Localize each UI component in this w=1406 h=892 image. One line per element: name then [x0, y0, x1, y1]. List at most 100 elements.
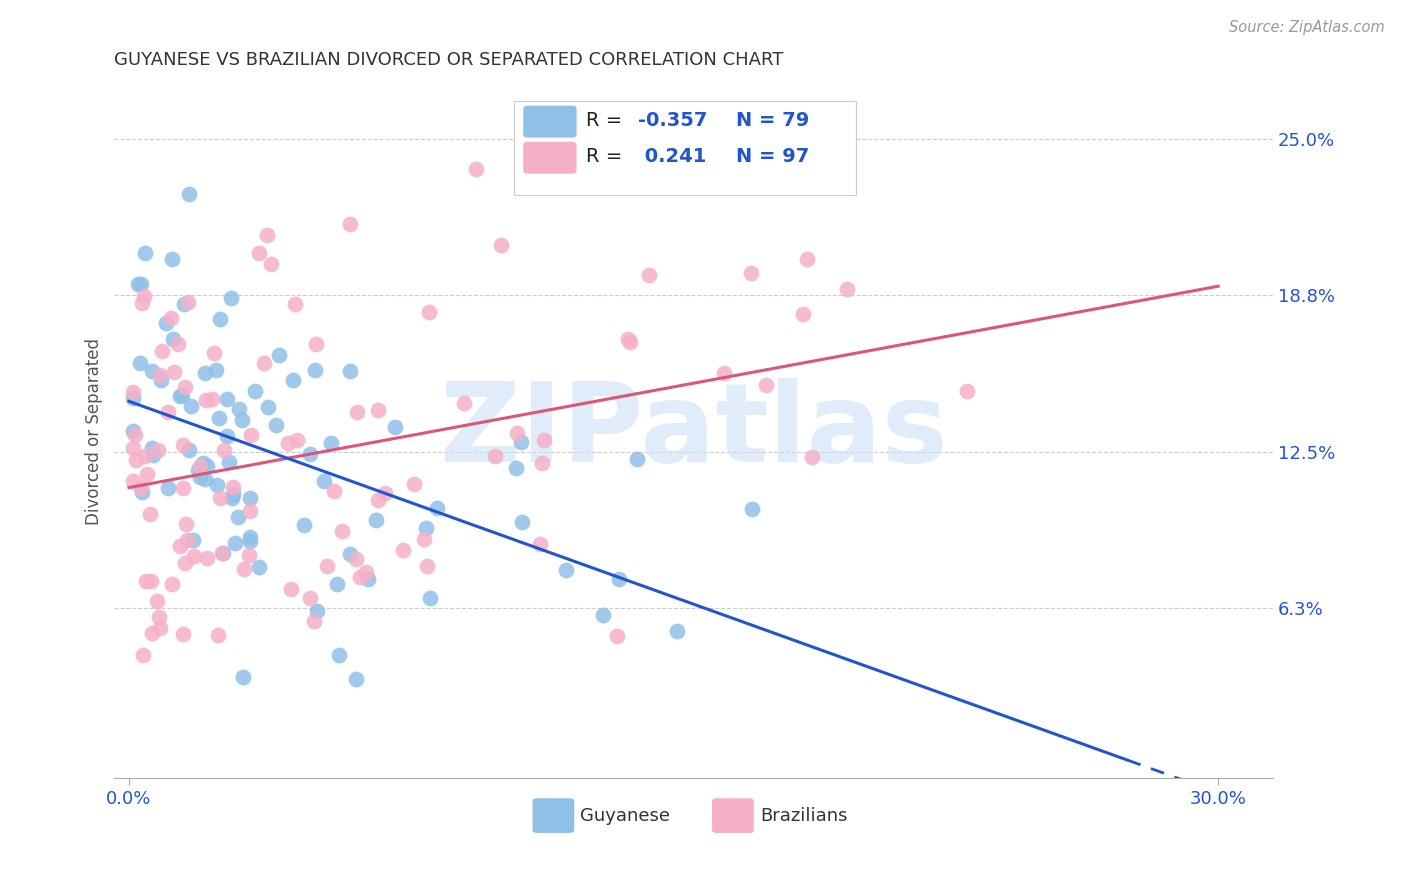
Point [304, 363, 326, 377]
Text: N = 79: N = 79 [737, 112, 810, 130]
Point [135, 574, 157, 588]
Point [339, 218, 361, 232]
Point [367, 403, 389, 417]
Point [713, 366, 735, 380]
Point [256, 228, 278, 243]
Point [305, 604, 328, 618]
Point [302, 614, 325, 628]
Point [179, 399, 201, 413]
Point [129, 355, 152, 369]
Point [174, 380, 197, 394]
Text: GUYANESE VS BRAZILIAN DIVORCED OR SEPARATED CORRELATION CHART: GUYANESE VS BRAZILIAN DIVORCED OR SEPARA… [114, 51, 783, 69]
Point [181, 533, 204, 548]
Point [129, 277, 152, 292]
Point [232, 670, 254, 684]
Point [157, 482, 180, 496]
Point [217, 428, 239, 442]
Point [277, 436, 299, 450]
FancyBboxPatch shape [711, 798, 754, 833]
Point [167, 336, 190, 351]
Point [183, 549, 205, 564]
Y-axis label: Divorced or Separated: Divorced or Separated [86, 338, 103, 524]
Point [253, 356, 276, 370]
Point [156, 405, 179, 419]
Point [155, 317, 177, 331]
Point [187, 462, 209, 476]
Text: R =: R = [586, 147, 628, 167]
Point [356, 565, 378, 579]
Point [607, 573, 630, 587]
Point [665, 624, 688, 638]
Point [176, 533, 198, 548]
Text: ZIPatlas: ZIPatlas [440, 377, 948, 484]
Point [555, 563, 578, 577]
Text: 0.241: 0.241 [638, 147, 706, 167]
Point [150, 373, 173, 387]
Point [533, 434, 555, 448]
Point [121, 424, 143, 438]
Point [172, 438, 194, 452]
Point [131, 296, 153, 310]
Point [260, 257, 283, 271]
Point [228, 401, 250, 416]
Point [606, 629, 628, 643]
Point [205, 478, 228, 492]
Point [205, 363, 228, 377]
Point [426, 500, 449, 515]
Point [179, 186, 201, 201]
Point [145, 594, 167, 608]
Point [219, 291, 242, 305]
Point [419, 591, 441, 605]
Point [232, 562, 254, 576]
Point [207, 628, 229, 642]
Point [346, 405, 368, 419]
Point [222, 480, 245, 494]
Point [357, 572, 380, 586]
Point [160, 252, 183, 266]
Point [240, 427, 263, 442]
Point [121, 441, 143, 455]
Point [179, 442, 201, 457]
FancyBboxPatch shape [523, 142, 576, 174]
Point [150, 344, 173, 359]
Text: N = 97: N = 97 [737, 147, 810, 167]
Point [142, 448, 165, 462]
Point [529, 537, 551, 551]
Point [134, 245, 156, 260]
Point [138, 507, 160, 521]
Point [217, 392, 239, 407]
Point [367, 493, 389, 508]
Point [169, 389, 191, 403]
Point [173, 296, 195, 310]
Point [172, 481, 194, 495]
Point [208, 491, 231, 506]
Point [366, 513, 388, 527]
Text: R =: R = [586, 112, 628, 130]
Point [193, 472, 215, 486]
Point [837, 282, 859, 296]
Point [131, 485, 153, 500]
Point [796, 252, 818, 266]
Point [531, 456, 554, 470]
Point [328, 648, 350, 662]
Point [484, 449, 506, 463]
Point [124, 428, 146, 442]
Point [221, 491, 243, 506]
Point [292, 518, 315, 533]
Point [404, 476, 426, 491]
Point [136, 467, 159, 481]
Point [172, 626, 194, 640]
Point [509, 434, 531, 449]
Point [174, 516, 197, 531]
Text: Brazilians: Brazilians [761, 807, 848, 825]
Point [415, 521, 437, 535]
Point [169, 539, 191, 553]
Point [298, 447, 321, 461]
Point [344, 552, 367, 566]
Point [121, 385, 143, 400]
Point [249, 246, 271, 260]
Point [211, 546, 233, 560]
Point [800, 450, 823, 464]
Point [141, 364, 163, 378]
Point [162, 332, 184, 346]
